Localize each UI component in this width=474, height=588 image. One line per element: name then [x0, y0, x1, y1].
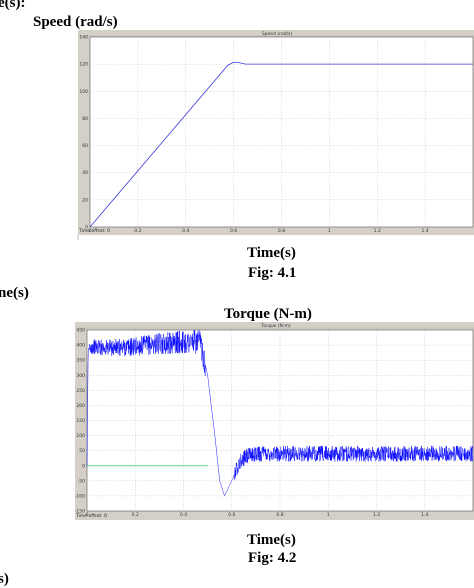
speed-y-tick-label: 100 [79, 89, 88, 95]
speed-x-tick-label: 0.6 [230, 228, 237, 234]
torque-y-tick-label: 250 [76, 388, 85, 394]
torque-y-tick-label: 400 [76, 343, 85, 349]
torque-scope: Torque (N-m) 0 0.2 0.4 0.6 0.8 1 1.2 1.4 -150 -10… [75, 322, 474, 520]
torque-fig-caption: Fig: 4.2 [248, 550, 297, 566]
speed-x-tick-label: 0.8 [278, 228, 285, 234]
speed-scope-title: Speed (rad/s) [262, 31, 293, 37]
torque-x-tick-label: 1.4 [421, 512, 428, 518]
speed-x-tick-label: 0.4 [182, 228, 189, 234]
torque-x-tick-label: 0.4 [180, 512, 187, 518]
torque-chart-title: Torque (N-m) [224, 306, 312, 322]
speed-series-line-0 [89, 61, 473, 228]
speed-xlabel: Time(s) [247, 245, 296, 261]
speed-y-tick-label: 120 [79, 62, 88, 68]
torque-x-tick-label: 0.8 [276, 512, 283, 518]
torque-y-tick-label: -100 [75, 493, 85, 499]
torque-y-tick-label: 100 [76, 433, 85, 439]
speed-y-tick-label: 60 [82, 143, 88, 149]
speed-y-tick-label: 20 [82, 197, 88, 203]
torque-ticks: 0 0.2 0.4 0.6 0.8 1 1.2 1.4 -150 -100 -50 0 50 100 150… [75, 328, 429, 519]
speed-scope: Speed (rad/s) 0 0.2 0.4 0.6 0.8 1 1.2 1.4 0 20 40 6… [77, 30, 474, 240]
torque-x-tick-label: 0.2 [132, 512, 139, 518]
torque-y-tick-label: -150 [75, 509, 85, 515]
page-fragment-bottom: s) [0, 571, 9, 587]
page-fragment-mid: ne(s) [0, 285, 29, 301]
torque-y-tick-label: 200 [76, 403, 85, 409]
torque-y-tick-label: 50 [79, 448, 85, 454]
torque-y-tick-label: 450 [76, 328, 85, 334]
torque-x-tick-label: 0 [86, 512, 89, 518]
torque-series [86, 329, 474, 497]
speed-plot-area [89, 36, 474, 228]
speed-y-tick-label: 0 [85, 225, 88, 231]
torque-y-tick-label: -50 [78, 478, 85, 484]
speed-chart-title: Speed (rad/s) [33, 14, 118, 30]
speed-series [89, 61, 473, 228]
speed-y-tick-label: 140 [79, 35, 88, 41]
speed-fig-caption: Fig: 4.1 [248, 265, 297, 281]
page-fragment-top: e(s): [0, 0, 26, 11]
torque-series-line-0 [86, 329, 474, 497]
speed-x-tick-label: 0 [89, 228, 92, 234]
speed-ticks: 0 0.2 0.4 0.6 0.8 1 1.2 1.4 0 20 40 60 80 100 120 140 [79, 35, 428, 235]
speed-x-tick-label: 1.2 [374, 228, 381, 234]
speed-y-tick-label: 80 [82, 116, 88, 122]
torque-y-tick-label: 300 [76, 373, 85, 379]
torque-x-tick-label: 1.2 [373, 512, 380, 518]
torque-x-tick-label: 1 [327, 512, 330, 518]
speed-x-tick-label: 0.2 [134, 228, 141, 234]
torque-y-tick-label: 350 [76, 358, 85, 364]
torque-y-tick-label: 150 [76, 418, 85, 424]
torque-time-offset: Time offset: 0 [75, 513, 107, 519]
speed-x-tick-label: 1.4 [422, 228, 429, 234]
speed-y-tick-label: 40 [82, 170, 88, 176]
speed-x-tick-label: 1 [328, 228, 331, 234]
torque-y-tick-label: 0 [82, 463, 85, 469]
torque-xlabel: Time(s) [247, 532, 296, 548]
speed-time-offset: Time offset: 0 [78, 228, 110, 234]
torque-scope-title: Torque (N-m) [260, 323, 291, 329]
torque-x-tick-label: 0.6 [228, 512, 235, 518]
